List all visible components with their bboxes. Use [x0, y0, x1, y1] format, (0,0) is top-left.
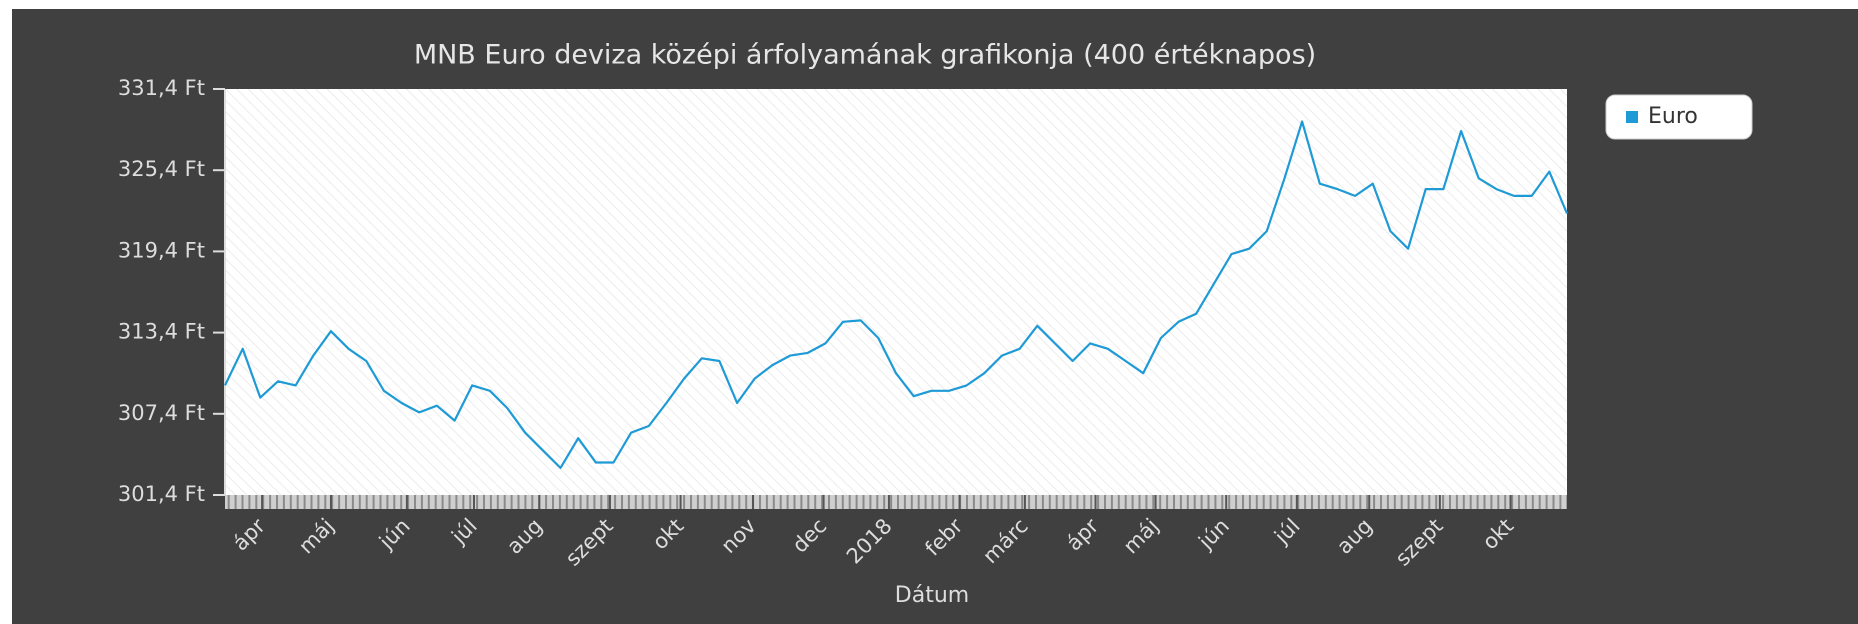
legend-swatch	[1626, 111, 1638, 123]
y-tick-label: 319,4 Ft	[118, 238, 205, 262]
y-tick-label: 301,4 Ft	[118, 482, 205, 506]
data-line	[224, 120, 1569, 469]
minor-ticks	[225, 495, 1567, 509]
y-tick-label: 325,4 Ft	[118, 157, 205, 181]
y-tick-label: 313,4 Ft	[118, 320, 205, 344]
legend-label: Euro	[1648, 104, 1698, 129]
legend-box	[1605, 94, 1753, 140]
x-axis-title: Dátum	[895, 583, 969, 608]
y-tick-label: 307,4 Ft	[118, 401, 205, 425]
chart-title: MNB Euro deviza középi árfolyamának graf…	[414, 40, 1316, 71]
legend: Euro	[1605, 94, 1753, 140]
y-tick-label: 331,4 Ft	[118, 76, 205, 100]
plot-area	[225, 89, 1567, 495]
